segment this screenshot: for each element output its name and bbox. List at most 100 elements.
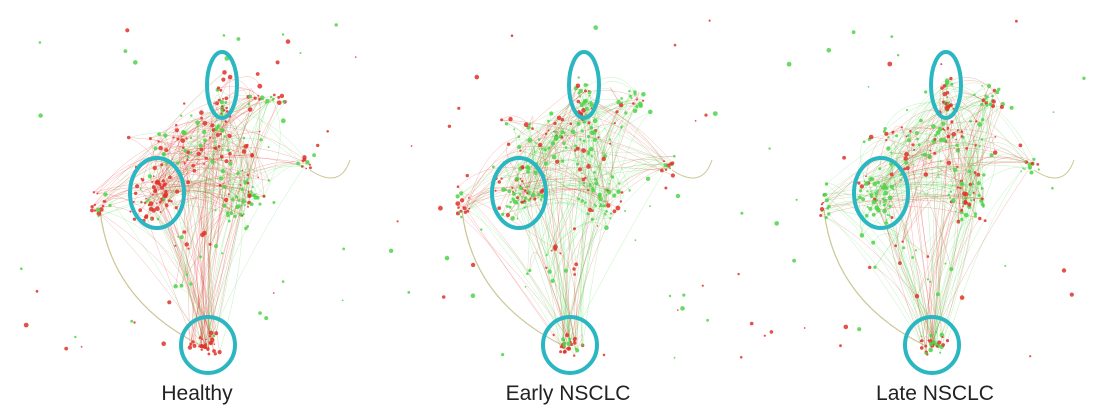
edge: [521, 201, 578, 351]
node: [976, 181, 981, 186]
edge: [197, 126, 207, 345]
edge: [874, 189, 891, 207]
node: [543, 148, 547, 152]
edge: [873, 214, 923, 341]
node: [257, 176, 260, 179]
node: [126, 135, 131, 140]
node: [582, 181, 586, 185]
node: [621, 101, 624, 104]
node: [501, 187, 506, 192]
edge: [457, 98, 622, 214]
node: [204, 343, 208, 346]
edge: [962, 137, 976, 217]
edge: [163, 120, 226, 155]
node: [455, 194, 460, 199]
edge: [530, 107, 592, 199]
node: [228, 161, 233, 166]
node: [669, 167, 672, 170]
node: [888, 214, 891, 217]
node: [576, 162, 580, 166]
edge: [962, 96, 988, 207]
node: [198, 336, 202, 340]
edge: [165, 190, 241, 216]
edge: [150, 134, 216, 149]
edge: [133, 113, 222, 180]
node: [519, 177, 522, 180]
edge: [103, 115, 230, 202]
node: [606, 203, 611, 208]
node: [613, 122, 616, 125]
highlight-ring: [541, 315, 599, 375]
edge: [859, 136, 996, 198]
edge: [859, 138, 918, 198]
edge: [865, 176, 963, 220]
node: [159, 211, 162, 214]
edge: [904, 144, 977, 170]
edge: [889, 83, 952, 160]
node: [90, 205, 94, 209]
node: [23, 322, 29, 328]
edge: [933, 193, 965, 343]
edge: [243, 101, 286, 215]
node: [460, 215, 463, 219]
node: [928, 347, 933, 353]
edge: [580, 188, 593, 345]
node: [885, 186, 889, 190]
edge: [161, 125, 177, 200]
node: [942, 137, 947, 143]
node: [914, 131, 919, 135]
edge: [164, 173, 221, 186]
node: [195, 120, 200, 126]
node: [903, 156, 908, 161]
edge: [224, 110, 308, 163]
edge: [1033, 159, 1075, 179]
edge: [867, 108, 948, 192]
edge: [176, 130, 207, 340]
node: [168, 175, 172, 180]
node: [198, 143, 203, 148]
edge: [520, 85, 579, 189]
edge: [939, 128, 964, 203]
node: [950, 120, 954, 124]
node: [909, 129, 912, 133]
node: [589, 126, 594, 130]
node: [236, 204, 241, 209]
edge: [181, 146, 247, 286]
edge: [175, 124, 189, 245]
node: [575, 83, 581, 89]
node: [157, 140, 160, 143]
node: [562, 341, 567, 346]
node: [523, 189, 527, 192]
node: [601, 156, 606, 162]
edge: [932, 109, 948, 347]
edge: [153, 187, 207, 348]
node: [599, 203, 602, 206]
edge: [824, 183, 983, 196]
node: [981, 118, 985, 122]
node: [906, 109, 909, 112]
node: [938, 176, 940, 179]
node: [912, 164, 915, 166]
node: [906, 138, 912, 143]
node: [312, 153, 316, 158]
node: [531, 192, 536, 198]
node: [863, 180, 866, 183]
node: [179, 283, 184, 288]
node: [388, 248, 394, 253]
edge: [465, 136, 519, 213]
edge: [931, 119, 984, 346]
edge: [204, 103, 215, 349]
edge: [974, 94, 992, 156]
edge: [594, 102, 641, 121]
edge: [197, 233, 207, 345]
edge: [861, 150, 959, 236]
node: [701, 284, 704, 287]
node: [694, 120, 697, 122]
edge: [575, 120, 596, 349]
node: [270, 95, 273, 99]
node: [596, 225, 599, 227]
node: [1018, 143, 1023, 148]
edge: [175, 146, 220, 287]
node: [236, 37, 241, 41]
edge: [128, 137, 253, 188]
